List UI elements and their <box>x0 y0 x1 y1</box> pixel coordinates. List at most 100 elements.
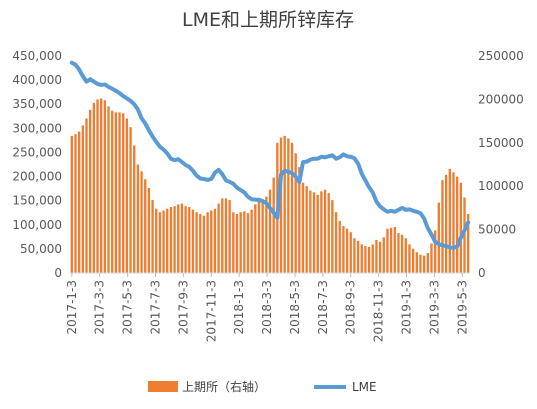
bar-shfe-21 <box>147 187 151 273</box>
point-lme-16 <box>129 100 132 102</box>
bar-shfe-31 <box>184 206 187 273</box>
bar-shfe-81 <box>367 246 371 273</box>
y-left-tick-label: 250,000 <box>12 145 62 159</box>
point-lme-98 <box>430 233 433 236</box>
point-lme-59 <box>287 170 290 173</box>
bar-shfe-88 <box>393 227 396 273</box>
point-lme-38 <box>210 178 213 180</box>
bar-shfe-9 <box>103 100 107 274</box>
bar-shfe-29 <box>177 204 180 273</box>
bar-shfe-33 <box>191 209 195 273</box>
y-right-tick-label: 250000 <box>478 49 524 63</box>
bar-shfe-25 <box>162 210 165 273</box>
point-lme-107 <box>463 229 466 232</box>
x-tick-label: 2017-3-3 <box>93 280 107 334</box>
point-lme-53 <box>265 202 268 204</box>
point-lme-45 <box>236 186 238 189</box>
point-lme-84 <box>379 205 381 208</box>
bar-shfe-42 <box>224 198 228 273</box>
point-lme-82 <box>371 191 374 194</box>
point-lme-81 <box>368 186 370 188</box>
point-lme-20 <box>144 122 147 125</box>
bar-shfe-28 <box>173 206 176 273</box>
bar-shfe-86 <box>386 228 389 273</box>
point-lme-48 <box>247 196 249 198</box>
bar-shfe-13 <box>118 112 121 273</box>
x-tick-label: 2017-1-3 <box>65 280 79 334</box>
point-lme-104 <box>452 247 455 249</box>
bar-shfe-59 <box>287 138 290 273</box>
bar-shfe-16 <box>129 127 132 274</box>
point-lme-27 <box>170 157 172 160</box>
point-lme-94 <box>415 210 418 213</box>
bar-shfe-66 <box>312 192 316 273</box>
point-lme-69 <box>324 156 326 159</box>
bar-shfe-93 <box>411 248 415 273</box>
point-lme-55 <box>272 211 275 214</box>
bar-shfe-90 <box>400 234 404 273</box>
bar-shfe-70 <box>327 193 330 273</box>
bar-shfe-78 <box>356 240 360 273</box>
y-right-tick-label: 0 <box>478 266 486 280</box>
bar-shfe-96 <box>422 255 426 273</box>
bar-shfe-51 <box>257 200 261 273</box>
bar-shfe-52 <box>261 199 264 273</box>
bar-shfe-76 <box>349 232 352 273</box>
point-lme-40 <box>217 169 220 171</box>
point-lme-87 <box>390 209 392 212</box>
bar-shfe-87 <box>389 227 393 273</box>
x-tick-label: 2017-9-3 <box>176 280 190 334</box>
bar-shfe-5 <box>89 109 92 273</box>
y-left-tick-label: 450,000 <box>12 49 62 63</box>
point-lme-22 <box>151 135 154 138</box>
point-lme-8 <box>100 84 102 86</box>
point-lme-99 <box>434 240 436 243</box>
y-right-tick-label: 150000 <box>478 136 524 150</box>
point-lme-13 <box>118 92 121 94</box>
point-lme-97 <box>427 227 429 229</box>
bar-shfe-61 <box>294 153 297 273</box>
bar-shfe-37 <box>206 212 209 273</box>
bar-shfe-10 <box>107 106 110 273</box>
bar-shfe-80 <box>364 246 367 273</box>
point-lme-50 <box>254 198 257 201</box>
bar-shfe-8 <box>100 98 103 273</box>
point-lme-72 <box>335 157 337 160</box>
bar-shfe-19 <box>140 171 143 273</box>
x-tick-label: 2019-1-3 <box>400 280 414 334</box>
point-lme-61 <box>294 175 297 178</box>
x-tick-label: 2018-11-3 <box>372 280 386 342</box>
bar-shfe-50 <box>254 204 257 273</box>
point-lme-102 <box>445 245 447 247</box>
left-axis: 0 50,000 100,000 150,000 200,000 250,000 300,0… <box>12 49 62 280</box>
bar-shfe-36 <box>202 215 206 273</box>
bar-shfe-2 <box>78 131 81 273</box>
point-lme-31 <box>184 164 187 166</box>
bar-shfe-104 <box>452 172 455 273</box>
bar-shfe-18 <box>136 164 140 273</box>
right-axis: 0 50000 100000 150000 200000 250000 <box>478 49 524 280</box>
y-right-tick-label: 50000 <box>478 223 516 237</box>
bar-shfe-77 <box>353 238 356 273</box>
point-lme-21 <box>148 129 150 132</box>
point-lme-29 <box>177 158 180 160</box>
point-lme-19 <box>140 117 143 120</box>
bar-shfe-71 <box>331 200 334 273</box>
point-lme-7 <box>96 83 99 85</box>
bar-shfe-44 <box>232 212 235 273</box>
point-lme-80 <box>364 179 367 182</box>
point-lme-70 <box>327 155 330 158</box>
point-lme-76 <box>349 155 352 158</box>
bar-shfe-34 <box>195 212 198 273</box>
bar-shfe-97 <box>426 253 429 273</box>
point-lme-57 <box>280 173 282 176</box>
point-lme-28 <box>173 159 176 161</box>
bar-shfe-6 <box>92 102 96 274</box>
x-tick-label: 2018-3-3 <box>260 280 274 334</box>
point-lme-0 <box>71 61 73 64</box>
point-lme-3 <box>82 75 84 78</box>
bar-shfe-65 <box>309 190 312 273</box>
point-lme-26 <box>166 152 169 155</box>
